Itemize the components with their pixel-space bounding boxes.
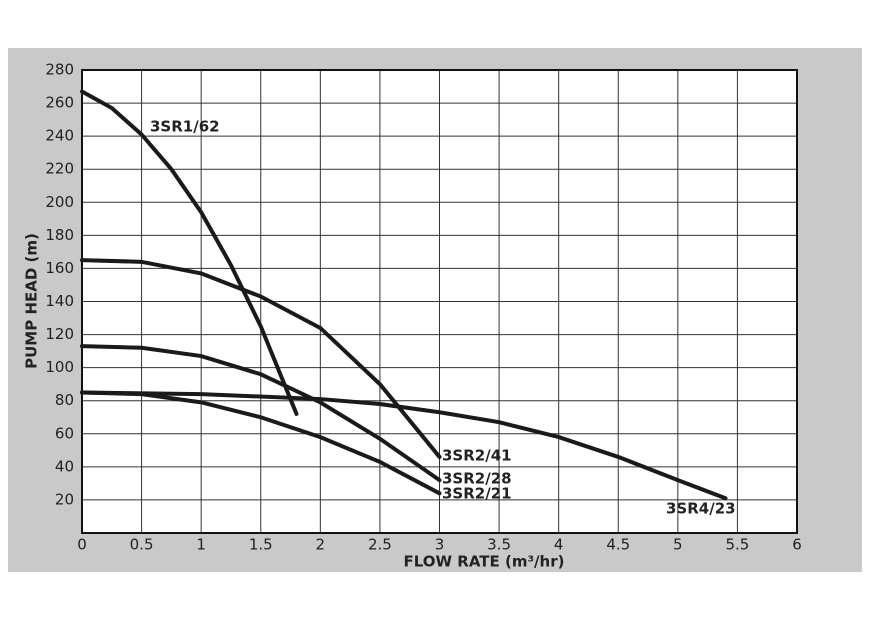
y-tick-label: 140 (45, 292, 74, 310)
x-tick-label: 0 (77, 536, 87, 554)
y-tick-label: 220 (45, 160, 74, 178)
x-tick-label: 6 (792, 536, 802, 554)
y-tick-label: 280 (45, 61, 74, 79)
y-tick-label: 40 (55, 457, 74, 475)
y-tick-label: 20 (55, 490, 74, 508)
x-tick-label: 1 (196, 536, 206, 554)
x-tick-label: 2 (316, 536, 326, 554)
plot-frame (81, 69, 798, 534)
x-tick-label: 2.5 (368, 536, 392, 554)
y-axis-label: PUMP HEAD (m) (23, 233, 41, 369)
series-label: 3SR2/28 (442, 470, 512, 488)
pump-curve (80, 344, 442, 483)
pump-curve (80, 89, 299, 416)
y-tick-label: 240 (45, 127, 74, 145)
x-tick-label: 3 (435, 536, 445, 554)
y-tick-label: 260 (45, 94, 74, 112)
y-tick-label: 180 (45, 226, 74, 244)
x-axis-label: FLOW RATE (m³/hr) (404, 553, 565, 571)
pump-curve (80, 258, 442, 459)
series-label: 3SR2/21 (442, 485, 512, 503)
y-tick-label: 80 (55, 391, 74, 409)
x-tick-label: 5.5 (725, 536, 749, 554)
x-tick-label: 4 (554, 536, 564, 554)
pump-curve (80, 390, 728, 501)
x-tick-label: 3.5 (487, 536, 511, 554)
x-tick-label: 4.5 (606, 536, 630, 554)
x-tick-label: 0.5 (130, 536, 154, 554)
x-tick-label: 5 (673, 536, 683, 554)
y-tick-label: 160 (45, 259, 74, 277)
series-label: 3SR1/62 (150, 118, 220, 136)
series-label: 3SR4/23 (666, 500, 736, 518)
y-tick-label: 200 (45, 193, 74, 211)
y-tick-label: 60 (55, 424, 74, 442)
series-label: 3SR2/41 (442, 447, 512, 465)
y-tick-label: 120 (45, 325, 74, 343)
y-tick-label: 100 (45, 358, 74, 376)
x-tick-label: 1.5 (249, 536, 273, 554)
